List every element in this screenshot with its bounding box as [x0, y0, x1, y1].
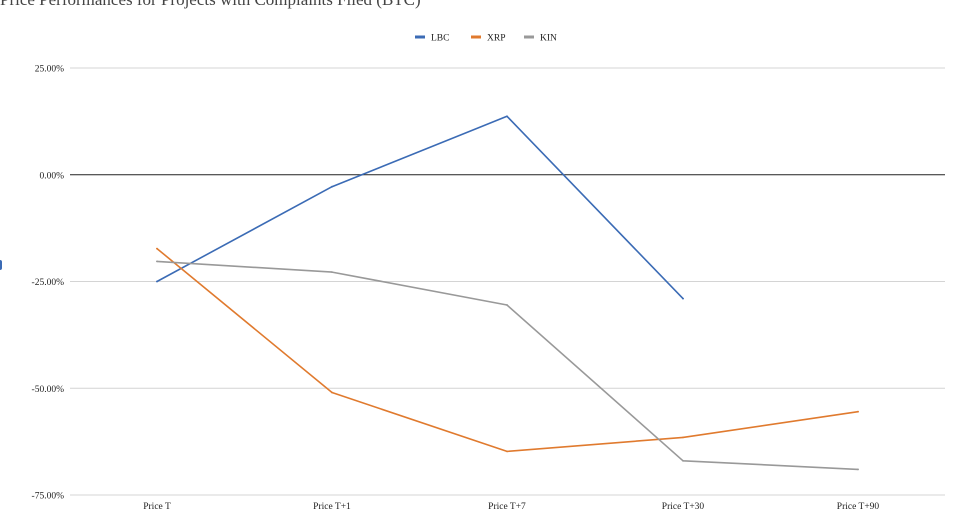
legend-label-kin: KIN — [540, 34, 557, 44]
data-point-kin — [682, 459, 684, 462]
data-point-kin — [506, 304, 508, 306]
legend: LBC XRP KIN — [415, 34, 557, 44]
data-point-kin — [331, 271, 333, 273]
legend-swatch-kin — [524, 35, 534, 39]
y-tick-label: 25.00% — [35, 65, 64, 75]
data-point-lbc — [682, 297, 684, 300]
y-axis-ticks: 25.00% 0.00% -25.00% -50.00% -75.00% — [32, 65, 65, 502]
y-tick-label: -75.00% — [32, 492, 65, 502]
legend-label-xrp: XRP — [487, 34, 505, 44]
data-point-lbc — [506, 115, 508, 118]
data-point-xrp — [857, 410, 859, 413]
series-lines — [156, 115, 859, 471]
left-edge-marker — [0, 260, 2, 270]
data-point-lbc — [156, 280, 158, 283]
data-point-xrp — [331, 391, 333, 394]
data-point-lbc — [331, 185, 333, 188]
legend-swatch-xrp — [471, 35, 481, 39]
data-point-xrp — [506, 450, 508, 453]
x-tick-label: Price T+7 — [488, 502, 526, 512]
gridlines — [70, 67, 945, 496]
series-line-lbc — [156, 115, 684, 300]
series-line-xrp — [156, 247, 859, 453]
x-tick-label: Price T+1 — [313, 502, 351, 512]
y-tick-label: -50.00% — [32, 385, 65, 395]
series-line-kin — [156, 260, 859, 471]
chart-title: Price Performances for Projects with Com… — [0, 0, 421, 10]
data-point-xrp — [682, 436, 684, 439]
data-point-kin — [857, 468, 859, 471]
x-axis-ticks: Price T Price T+1 Price T+7 Price T+30 Price… — [143, 502, 879, 512]
x-tick-label: Price T+90 — [837, 502, 880, 512]
data-point-kin — [156, 260, 158, 263]
legend-label-lbc: LBC — [431, 34, 449, 44]
y-tick-label: -25.00% — [32, 278, 65, 288]
x-tick-label: Price T — [143, 502, 171, 512]
x-tick-label: Price T+30 — [662, 502, 705, 512]
legend-swatch-lbc — [415, 35, 425, 39]
y-tick-label: 0.00% — [39, 171, 64, 181]
data-point-xrp — [156, 247, 158, 250]
